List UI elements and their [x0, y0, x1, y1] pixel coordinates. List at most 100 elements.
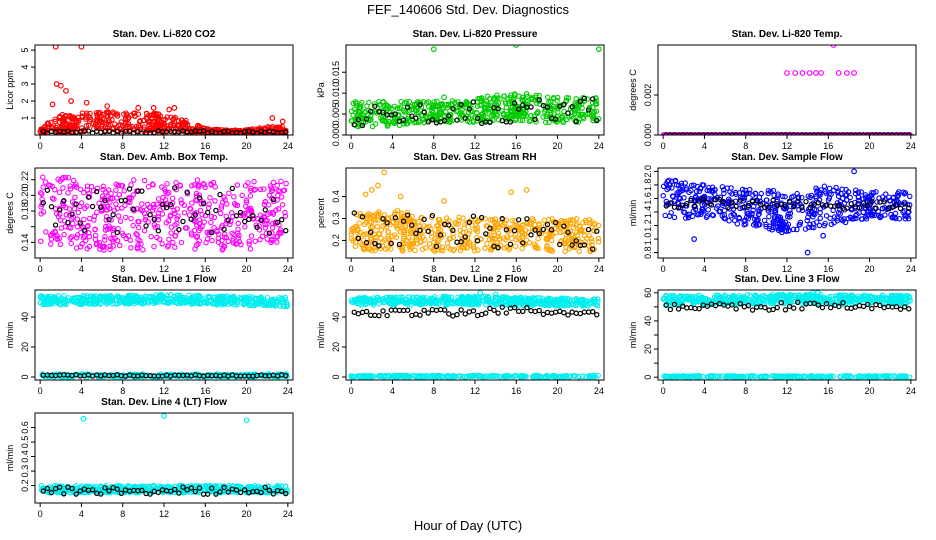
band-point: [495, 95, 501, 101]
band-point: [117, 218, 124, 224]
band-point: [905, 213, 911, 219]
band-point: [473, 227, 479, 233]
y-axis-label: kPa: [316, 82, 326, 98]
band-point: [817, 215, 824, 222]
reference-point: [557, 241, 563, 248]
band-point: [495, 233, 501, 240]
band-point: [415, 110, 422, 116]
reference-point: [766, 132, 772, 135]
reference-point: [515, 217, 522, 223]
reference-point: [741, 132, 748, 135]
band-point: [376, 98, 382, 105]
reference-point: [684, 200, 690, 207]
band-point: [694, 132, 701, 135]
band-point: [109, 236, 116, 243]
outlier-point: [812, 70, 819, 76]
x-tick-label: 24: [906, 141, 916, 151]
band-point: [483, 109, 489, 115]
band-point: [102, 227, 109, 233]
reference-point: [404, 212, 411, 218]
band-point: [858, 216, 865, 222]
band-point: [741, 218, 747, 225]
reference-point: [40, 200, 46, 206]
band-point: [375, 213, 381, 219]
reference-point: [733, 132, 739, 135]
reference-point: [696, 198, 702, 204]
band-point: [391, 211, 398, 218]
band-point: [771, 192, 777, 199]
band-point: [118, 182, 125, 189]
band-point: [402, 241, 408, 247]
band-point: [354, 102, 361, 109]
reference-point: [811, 132, 817, 135]
reference-point: [241, 218, 248, 225]
band-point: [183, 120, 189, 127]
band-point: [766, 213, 772, 220]
band-point: [369, 213, 376, 220]
band-point: [813, 193, 819, 200]
band-point: [740, 190, 747, 196]
outlier-point: [150, 104, 157, 111]
band-point: [565, 95, 572, 101]
band-point: [451, 246, 458, 252]
reference-point: [819, 132, 826, 135]
band-point: [455, 221, 462, 227]
band-point: [54, 122, 60, 129]
band-point: [381, 237, 388, 243]
band-point: [417, 239, 423, 245]
band-point: [436, 102, 442, 109]
band-point: [74, 232, 81, 238]
y-tick-label: 0.002: [643, 84, 653, 107]
band-point: [212, 198, 218, 204]
panel-line1: Stan. Dev. Line 1 Flow ml/min 0 4 8 12 16 20 24 0…: [5, 270, 297, 396]
band-point: [694, 183, 701, 190]
band-point: [776, 132, 783, 135]
band-point: [164, 180, 170, 187]
x-tick-label: 8: [120, 264, 125, 274]
band-point: [777, 217, 784, 223]
band-point: [52, 229, 58, 236]
band-point: [559, 113, 566, 119]
band-point: [92, 232, 99, 239]
band-point: [134, 245, 141, 252]
band-point: [54, 300, 61, 306]
band-point: [731, 212, 738, 218]
band-point: [165, 218, 172, 224]
chart-ambtemp: Stan. Dev. Amb. Box Temp.degrees C0 4 8 12 1…: [5, 152, 294, 274]
band-point: [544, 111, 551, 118]
reference-point: [544, 221, 551, 228]
reference-point: [77, 220, 83, 226]
band-point: [193, 234, 199, 240]
band-point: [683, 185, 690, 191]
band-point: [85, 122, 92, 128]
band-point: [416, 233, 422, 240]
band-point: [114, 237, 121, 244]
band-point: [56, 189, 63, 196]
band-point: [102, 233, 108, 240]
reference-point: [237, 209, 244, 216]
band-point: [816, 197, 823, 203]
band-point: [70, 177, 77, 184]
band-point: [262, 221, 268, 228]
reference-point: [159, 201, 166, 208]
reference-point: [392, 215, 399, 221]
x-tick-label: 12: [159, 264, 169, 274]
band-point: [38, 211, 44, 217]
reference-point: [684, 132, 690, 135]
band-point: [60, 185, 66, 191]
band-point: [544, 94, 551, 100]
band-point: [483, 301, 489, 308]
band-point: [282, 213, 289, 219]
band-point: [431, 99, 437, 105]
band-point: [195, 241, 201, 247]
reference-point: [487, 119, 493, 126]
band-point: [89, 300, 95, 306]
band-point: [669, 193, 676, 199]
band-point: [568, 217, 574, 223]
band-point: [509, 217, 515, 224]
band-point: [175, 295, 182, 301]
band-point: [84, 187, 91, 193]
band-point: [143, 127, 150, 134]
band-point: [261, 186, 267, 192]
